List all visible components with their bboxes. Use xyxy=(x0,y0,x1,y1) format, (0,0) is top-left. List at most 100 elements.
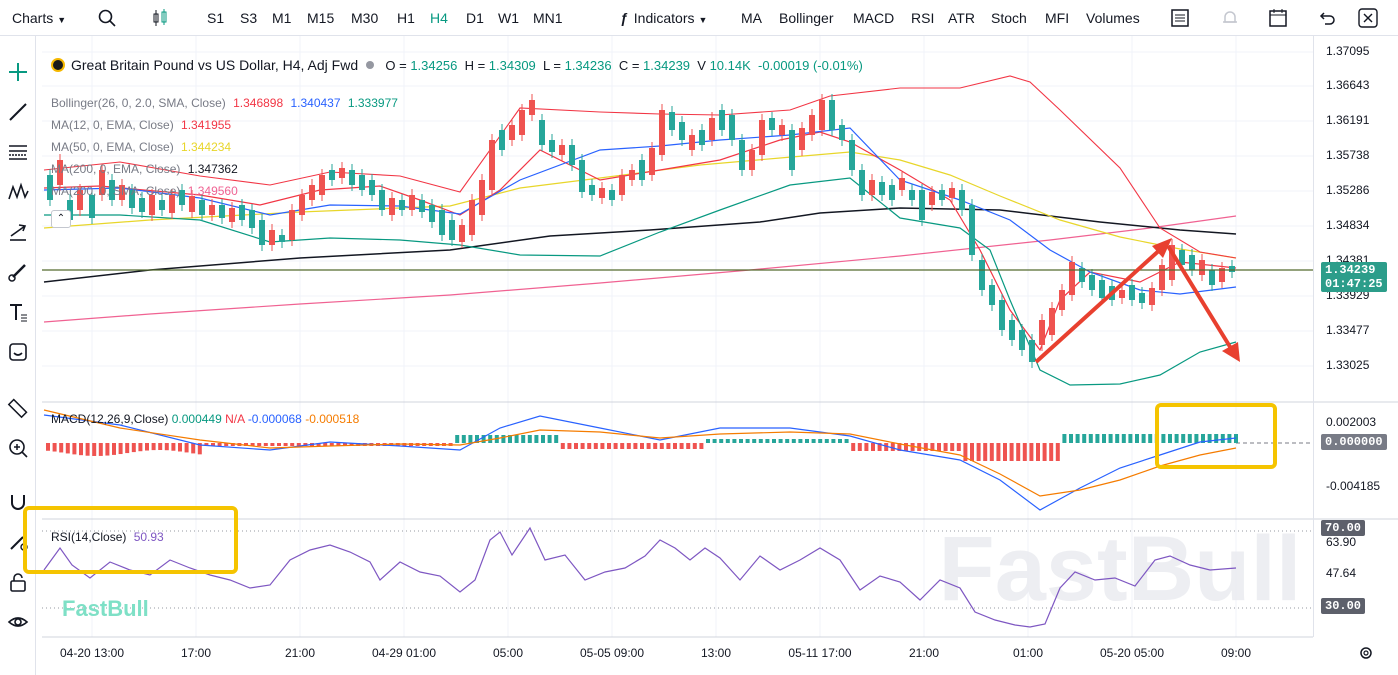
candle xyxy=(339,168,345,178)
search-icon[interactable] xyxy=(97,8,117,28)
macd-histogram-bar xyxy=(211,443,215,446)
interval-s3[interactable]: S3 xyxy=(240,10,258,26)
zoom-in-icon[interactable] xyxy=(4,434,32,462)
price-axis-label: 1.33025 xyxy=(1326,358,1370,372)
candle xyxy=(659,110,665,155)
macd-histogram-bar xyxy=(1214,434,1219,443)
interval-h1[interactable]: H1 xyxy=(397,10,415,26)
ruler-icon[interactable] xyxy=(4,394,32,422)
price-axis-label: 1.34834 xyxy=(1326,218,1370,232)
macd-histogram-bar xyxy=(937,443,941,451)
price-axis-label: 1.35738 xyxy=(1326,148,1370,162)
magnet-icon[interactable] xyxy=(4,488,32,516)
quick-indicator-bollinger[interactable]: Bollinger xyxy=(779,10,834,26)
eye-icon[interactable] xyxy=(4,608,32,636)
macd-histogram-bar xyxy=(514,435,519,443)
macd-histogram-bar xyxy=(1128,434,1133,443)
calendar-icon[interactable] xyxy=(1268,8,1290,28)
projection-icon[interactable] xyxy=(4,218,32,246)
trend-line-icon[interactable] xyxy=(4,98,32,126)
quick-indicator-stoch[interactable]: Stoch xyxy=(991,10,1027,26)
macd-highlight-box xyxy=(1155,403,1277,469)
macd-histogram-bar xyxy=(930,443,935,451)
macd-histogram-bar xyxy=(296,443,301,446)
macd-histogram-bar xyxy=(105,443,110,456)
quick-indicator-macd[interactable]: MACD xyxy=(853,10,895,26)
brush-icon[interactable] xyxy=(4,258,32,286)
charts-menu[interactable]: Charts ▼ xyxy=(12,8,66,28)
time-axis-label: 05:00 xyxy=(492,646,524,660)
candle xyxy=(1099,280,1105,298)
macd-axis-label: -0.004185 xyxy=(1326,479,1381,493)
lock-icon[interactable] xyxy=(4,568,32,596)
macd-histogram-bar xyxy=(633,443,638,449)
macd-histogram-bar xyxy=(626,443,631,449)
macd-histogram-bar xyxy=(310,443,314,446)
study-label: MA(50, 0, EMA, Close) xyxy=(51,140,174,154)
interval-h4[interactable]: H4 xyxy=(430,10,448,26)
macd-histogram-bar xyxy=(1161,434,1166,443)
interval-mn1[interactable]: MN1 xyxy=(533,10,563,26)
interval-d1[interactable]: D1 xyxy=(466,10,484,26)
candle xyxy=(359,175,365,190)
interval-m30[interactable]: M30 xyxy=(351,10,379,26)
pencil-lock-icon[interactable] xyxy=(4,528,32,556)
macd-histogram-bar xyxy=(798,439,803,443)
price-axis-label: 1.35286 xyxy=(1326,183,1370,197)
macd-histogram-bar xyxy=(871,443,875,451)
candle xyxy=(949,188,955,198)
candle xyxy=(569,145,575,165)
quick-indicator-mfi[interactable]: MFI xyxy=(1045,10,1070,26)
interval-m1[interactable]: M1 xyxy=(272,10,292,26)
candle xyxy=(619,175,625,195)
macd-legend: MACD(12,26,9,Close) 0.000449 N/A -0.0000… xyxy=(51,412,359,426)
candle xyxy=(1039,320,1045,345)
candle xyxy=(559,145,565,155)
current-price-tag: 1.34239 01:47:25 xyxy=(1321,262,1387,292)
study-legend-row: MA(12, 0, EMA, Close) 1.341955 xyxy=(51,118,231,132)
macd-histogram-bar xyxy=(607,443,611,449)
macd-histogram-bar xyxy=(389,443,394,446)
undo-icon[interactable] xyxy=(1318,8,1338,28)
macd-histogram-bar xyxy=(706,439,710,443)
macd-histogram-bar xyxy=(1141,434,1146,443)
interval-m15[interactable]: M15 xyxy=(307,10,335,26)
candle xyxy=(959,190,965,210)
candle xyxy=(1159,265,1165,290)
quick-indicator-rsi[interactable]: RSI xyxy=(911,10,935,26)
pattern-icon[interactable] xyxy=(4,178,32,206)
price-axis[interactable] xyxy=(1313,36,1398,637)
close-icon[interactable] xyxy=(1358,8,1378,28)
text-tool-icon[interactable] xyxy=(4,298,32,326)
candle xyxy=(889,185,895,200)
macd-histogram-bar xyxy=(620,443,625,449)
candle xyxy=(1089,275,1095,290)
alert-icon[interactable] xyxy=(1220,8,1240,28)
quick-indicator-volumes[interactable]: Volumes xyxy=(1086,10,1140,26)
collapse-legend-button[interactable]: ⌃ xyxy=(51,210,71,228)
layout-icon[interactable] xyxy=(1170,8,1190,28)
interval-s1[interactable]: S1 xyxy=(207,10,225,26)
macd-histogram-bar xyxy=(580,443,585,449)
macd-histogram-bar xyxy=(461,435,466,443)
fib-retracement-icon[interactable] xyxy=(4,138,32,166)
candle-type-icon[interactable] xyxy=(150,8,170,28)
macd-histogram-bar xyxy=(910,443,915,451)
candle xyxy=(189,196,195,212)
macd-hist-value: 0.000449 xyxy=(171,412,222,426)
sma200-line xyxy=(43,215,1237,323)
macd-histogram-bar xyxy=(574,443,578,449)
quick-indicator-ma[interactable]: MA xyxy=(741,10,762,26)
interval-w1[interactable]: W1 xyxy=(498,10,519,26)
settings-icon[interactable] xyxy=(1358,645,1374,661)
candle xyxy=(149,195,155,215)
macd-histogram-bar xyxy=(1049,443,1054,461)
price-axis-label: 1.36643 xyxy=(1326,78,1370,92)
study-value: 1.333977 xyxy=(344,96,398,110)
quick-indicator-atr[interactable]: ATR xyxy=(948,10,975,26)
macd-histogram-bar xyxy=(356,443,361,446)
crosshair-icon[interactable] xyxy=(4,58,32,86)
candle xyxy=(1179,250,1185,265)
emoji-icon[interactable] xyxy=(4,338,32,366)
indicators-menu[interactable]: ƒ Indicators ▼ xyxy=(620,8,707,28)
